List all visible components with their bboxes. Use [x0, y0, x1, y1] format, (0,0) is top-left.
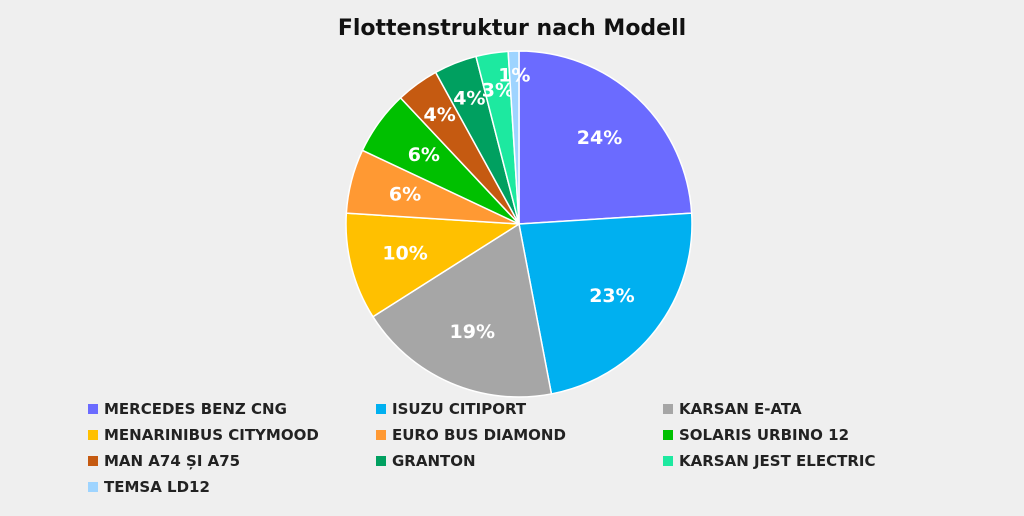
legend-swatch: [376, 456, 386, 466]
legend-item-mercedes-benz-cng: MERCEDES BENZ CNG: [88, 400, 287, 418]
legend-swatch: [376, 430, 386, 440]
legend-item-karsan-jest-electric: KARSAN JEST ELECTRIC: [663, 452, 876, 470]
legend-label: KARSAN JEST ELECTRIC: [679, 452, 876, 470]
legend-label: SOLARIS URBINO 12: [679, 426, 850, 444]
legend-swatch: [88, 456, 98, 466]
legend-item-karsan-e-ata: KARSAN E-ATA: [663, 400, 802, 418]
data-label-man-a74-i-a75: 4%: [424, 104, 456, 126]
data-label-solaris-urbino-12: 6%: [408, 144, 440, 166]
pie-slice-temsa-ld12: [507, 50, 520, 225]
legend-label: EURO BUS DIAMOND: [392, 426, 566, 444]
data-label-karsan-e-ata: 19%: [450, 321, 495, 343]
data-label-menarinibus-citymood: 10%: [382, 242, 427, 264]
pie-slice-menarinibus-citymood: [345, 212, 522, 318]
data-label-karsan-jest-electric: 3%: [482, 80, 514, 102]
chart-title: Flottenstruktur nach Modell: [337, 16, 687, 41]
data-label-mercedes-benz-cng: 24%: [577, 127, 622, 149]
legend-label: MERCEDES BENZ CNG: [104, 400, 287, 418]
legend-item-menarinibus-citymood: MENARINIBUS CITYMOOD: [88, 426, 319, 444]
legend-swatch: [663, 430, 673, 440]
legend-swatch: [376, 404, 386, 414]
legend-label: GRANTON: [392, 452, 476, 470]
legend-label: MENARINIBUS CITYMOOD: [104, 426, 319, 444]
legend-item-euro-bus-diamond: EURO BUS DIAMOND: [376, 426, 566, 444]
legend-swatch: [88, 430, 98, 440]
legend-label: KARSAN E-ATA: [679, 400, 802, 418]
data-label-isuzu-citiport: 23%: [589, 285, 634, 307]
legend-swatch: [88, 482, 98, 492]
data-label-granton: 4%: [453, 88, 485, 110]
pie-slice-isuzu-citiport: [518, 212, 693, 395]
pie-slice-mercedes-benz-cng: [518, 50, 693, 225]
legend-item-temsa-ld12: TEMSA LD12: [88, 478, 210, 496]
legend-label: ISUZU CITIPORT: [392, 400, 527, 418]
legend-item-granton: GRANTON: [376, 452, 476, 470]
data-label-euro-bus-diamond: 6%: [389, 184, 421, 206]
legend-item-isuzu-citiport: ISUZU CITIPORT: [376, 400, 526, 418]
legend-swatch: [88, 404, 98, 414]
legend-swatch: [663, 404, 673, 414]
legend-label: MAN A74 ȘI A75: [104, 452, 241, 470]
legend-label: TEMSA LD12: [104, 478, 210, 496]
legend-item-solaris-urbino-12: SOLARIS URBINO 12: [663, 426, 849, 444]
pie-slice-karsan-e-ata: [371, 222, 553, 398]
data-label-temsa-ld12: 1%: [498, 64, 530, 86]
legend-swatch: [663, 456, 673, 466]
legend-item-man-a74-i-a75: MAN A74 ȘI A75: [88, 452, 240, 470]
